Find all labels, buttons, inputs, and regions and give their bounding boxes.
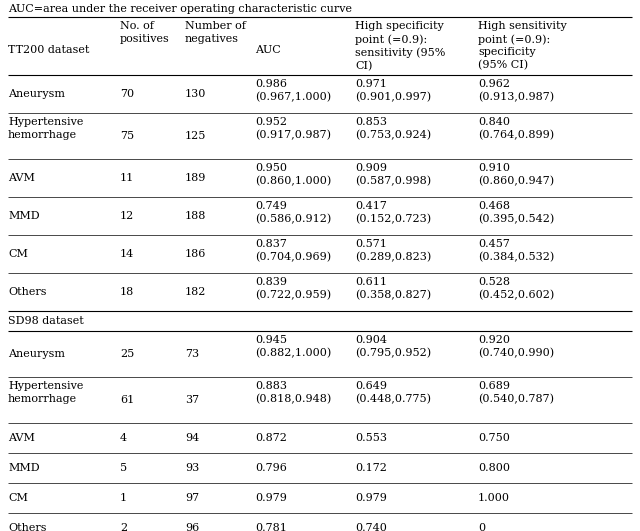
Text: 0.781: 0.781 [255, 523, 287, 531]
Text: 0.872: 0.872 [255, 433, 287, 443]
Text: MMD: MMD [8, 211, 40, 221]
Text: 0.571
(0.289,0.823): 0.571 (0.289,0.823) [355, 239, 431, 262]
Text: 0.971
(0.901,0.997): 0.971 (0.901,0.997) [355, 79, 431, 102]
Text: 75: 75 [120, 131, 134, 141]
Text: 125: 125 [185, 131, 206, 141]
Text: 0.800: 0.800 [478, 463, 510, 473]
Text: 18: 18 [120, 287, 134, 297]
Text: 97: 97 [185, 493, 199, 503]
Text: 0.611
(0.358,0.827): 0.611 (0.358,0.827) [355, 277, 431, 300]
Text: Others: Others [8, 287, 47, 297]
Text: 93: 93 [185, 463, 199, 473]
Text: Aneurysm: Aneurysm [8, 89, 65, 99]
Text: 0.979: 0.979 [355, 493, 387, 503]
Text: Hypertensive
hemorrhage: Hypertensive hemorrhage [8, 381, 83, 404]
Text: 37: 37 [185, 395, 199, 405]
Text: AVM: AVM [8, 433, 35, 443]
Text: 5: 5 [120, 463, 127, 473]
Text: 0.649
(0.448,0.775): 0.649 (0.448,0.775) [355, 381, 431, 404]
Text: 0.457
(0.384,0.532): 0.457 (0.384,0.532) [478, 239, 554, 262]
Text: MMD: MMD [8, 463, 40, 473]
Text: 12: 12 [120, 211, 134, 221]
Text: 0.172: 0.172 [355, 463, 387, 473]
Text: 14: 14 [120, 249, 134, 259]
Text: 0.950
(0.860,1.000): 0.950 (0.860,1.000) [255, 163, 332, 186]
Text: High sensitivity
point (=0.9):
specificity
(95% CI): High sensitivity point (=0.9): specifici… [478, 21, 567, 71]
Text: 11: 11 [120, 173, 134, 183]
Text: TT200 dataset: TT200 dataset [8, 45, 90, 55]
Text: 0.417
(0.152,0.723): 0.417 (0.152,0.723) [355, 201, 431, 224]
Text: Hypertensive
hemorrhage: Hypertensive hemorrhage [8, 117, 83, 140]
Text: CM: CM [8, 249, 28, 259]
Text: 70: 70 [120, 89, 134, 99]
Text: 186: 186 [185, 249, 206, 259]
Text: 2: 2 [120, 523, 127, 531]
Text: 0.979: 0.979 [255, 493, 287, 503]
Text: 94: 94 [185, 433, 199, 443]
Text: AUC: AUC [255, 45, 281, 55]
Text: 0.945
(0.882,1.000): 0.945 (0.882,1.000) [255, 335, 332, 358]
Text: 61: 61 [120, 395, 134, 405]
Text: 25: 25 [120, 349, 134, 359]
Text: 0.910
(0.860,0.947): 0.910 (0.860,0.947) [478, 163, 554, 186]
Text: 130: 130 [185, 89, 206, 99]
Text: 0.528
(0.452,0.602): 0.528 (0.452,0.602) [478, 277, 554, 300]
Text: 1.000: 1.000 [478, 493, 510, 503]
Text: Aneurysm: Aneurysm [8, 349, 65, 359]
Text: 0.837
(0.704,0.969): 0.837 (0.704,0.969) [255, 239, 331, 262]
Text: 73: 73 [185, 349, 199, 359]
Text: CM: CM [8, 493, 28, 503]
Text: 188: 188 [185, 211, 206, 221]
Text: 0.796: 0.796 [255, 463, 287, 473]
Text: 0.840
(0.764,0.899): 0.840 (0.764,0.899) [478, 117, 554, 140]
Text: 0.468
(0.395,0.542): 0.468 (0.395,0.542) [478, 201, 554, 224]
Text: SD98 dataset: SD98 dataset [8, 316, 84, 326]
Text: 1: 1 [120, 493, 127, 503]
Text: No. of
positives: No. of positives [120, 21, 170, 44]
Text: 0.689
(0.540,0.787): 0.689 (0.540,0.787) [478, 381, 554, 404]
Text: High specificity
point (=0.9):
sensitivity (95%
CI): High specificity point (=0.9): sensitivi… [355, 21, 445, 71]
Text: AVM: AVM [8, 173, 35, 183]
Text: 4: 4 [120, 433, 127, 443]
Text: 0.553: 0.553 [355, 433, 387, 443]
Text: 0.909
(0.587,0.998): 0.909 (0.587,0.998) [355, 163, 431, 186]
Text: 0.962
(0.913,0.987): 0.962 (0.913,0.987) [478, 79, 554, 102]
Text: 0: 0 [478, 523, 485, 531]
Text: Others: Others [8, 523, 47, 531]
Text: AUC=area under the receiver operating characteristic curve: AUC=area under the receiver operating ch… [8, 4, 352, 14]
Text: 0.740: 0.740 [355, 523, 387, 531]
Text: 0.883
(0.818,0.948): 0.883 (0.818,0.948) [255, 381, 332, 404]
Text: 0.749
(0.586,0.912): 0.749 (0.586,0.912) [255, 201, 332, 224]
Text: 182: 182 [185, 287, 206, 297]
Text: 96: 96 [185, 523, 199, 531]
Text: 0.952
(0.917,0.987): 0.952 (0.917,0.987) [255, 117, 331, 140]
Text: 0.750: 0.750 [478, 433, 510, 443]
Text: Number of
negatives: Number of negatives [185, 21, 246, 44]
Text: 0.904
(0.795,0.952): 0.904 (0.795,0.952) [355, 335, 431, 358]
Text: 0.920
(0.740,0.990): 0.920 (0.740,0.990) [478, 335, 554, 358]
Text: 0.986
(0.967,1.000): 0.986 (0.967,1.000) [255, 79, 331, 102]
Text: 189: 189 [185, 173, 206, 183]
Text: 0.839
(0.722,0.959): 0.839 (0.722,0.959) [255, 277, 331, 300]
Text: 0.853
(0.753,0.924): 0.853 (0.753,0.924) [355, 117, 431, 140]
